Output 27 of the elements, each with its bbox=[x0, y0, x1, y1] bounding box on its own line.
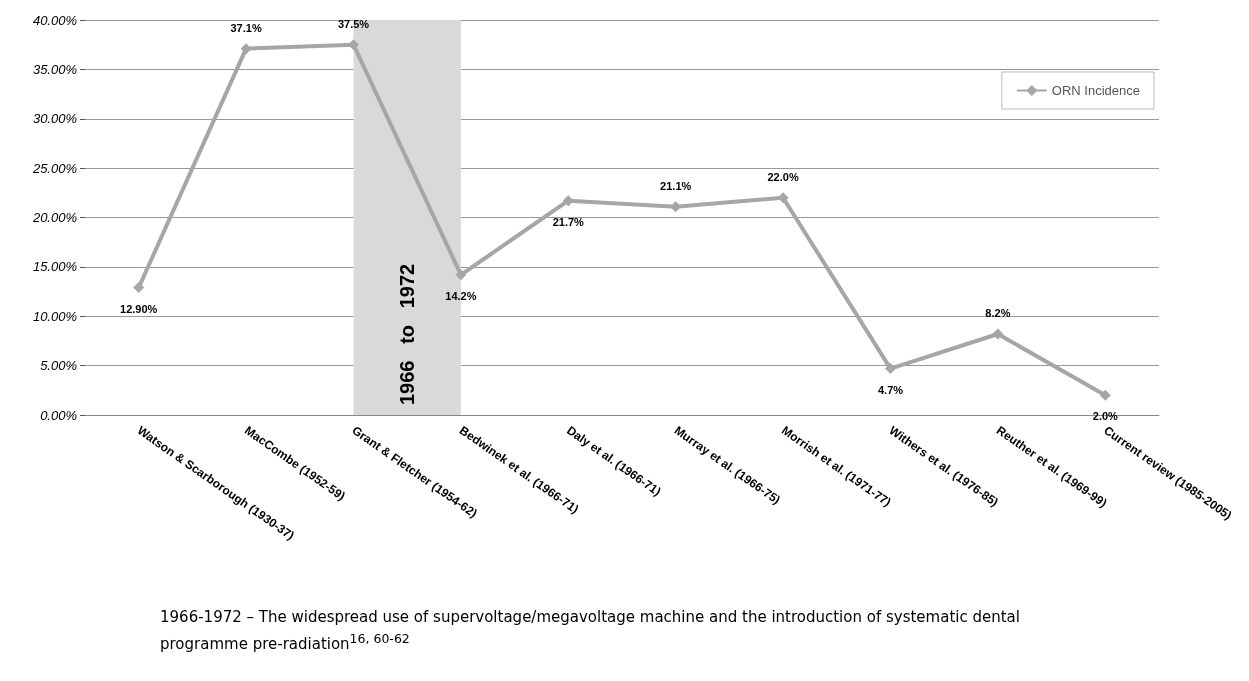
data-label: 8.2% bbox=[985, 307, 1011, 320]
band-label: 1966 to 1972 bbox=[396, 263, 419, 405]
y-tick-label: 0.00% bbox=[40, 407, 77, 423]
point bbox=[1099, 389, 1111, 401]
point bbox=[885, 363, 896, 375]
point bbox=[133, 282, 145, 294]
data-label: 22.0% bbox=[767, 170, 799, 183]
legend-label: ORN Incidence bbox=[1051, 83, 1141, 98]
y-tick-label: 35.00% bbox=[32, 61, 77, 77]
data-label: 21.1% bbox=[660, 179, 692, 192]
y-tick-label: 20.00% bbox=[31, 210, 77, 225]
y-tick-label: 5.00% bbox=[40, 358, 77, 374]
data-label: 2.0% bbox=[1092, 410, 1119, 423]
data-label: 37.1% bbox=[230, 21, 262, 34]
point bbox=[455, 269, 467, 281]
point bbox=[992, 328, 1004, 340]
data-label: 12.90% bbox=[120, 302, 158, 315]
data-label: 14.2% bbox=[445, 289, 477, 302]
y-tick-label: 10.00% bbox=[32, 308, 77, 324]
data-label: 21.7% bbox=[552, 215, 585, 228]
y-tick-label: 15.00% bbox=[32, 259, 77, 275]
data-label: 4.7% bbox=[877, 383, 904, 396]
y-tick-label: 25.00% bbox=[31, 160, 77, 176]
y-tick-label: 30.00% bbox=[32, 111, 77, 127]
text: 1966-1972 – The widespread use of supervoltage/megavoltage machine and the introduction of systematic dental programme pre-radiation$^{16, 60-62}$ bbox=[160, 607, 1021, 655]
y-tick-label: 40.00% bbox=[32, 12, 77, 28]
data-label: 37.5% bbox=[337, 17, 370, 30]
